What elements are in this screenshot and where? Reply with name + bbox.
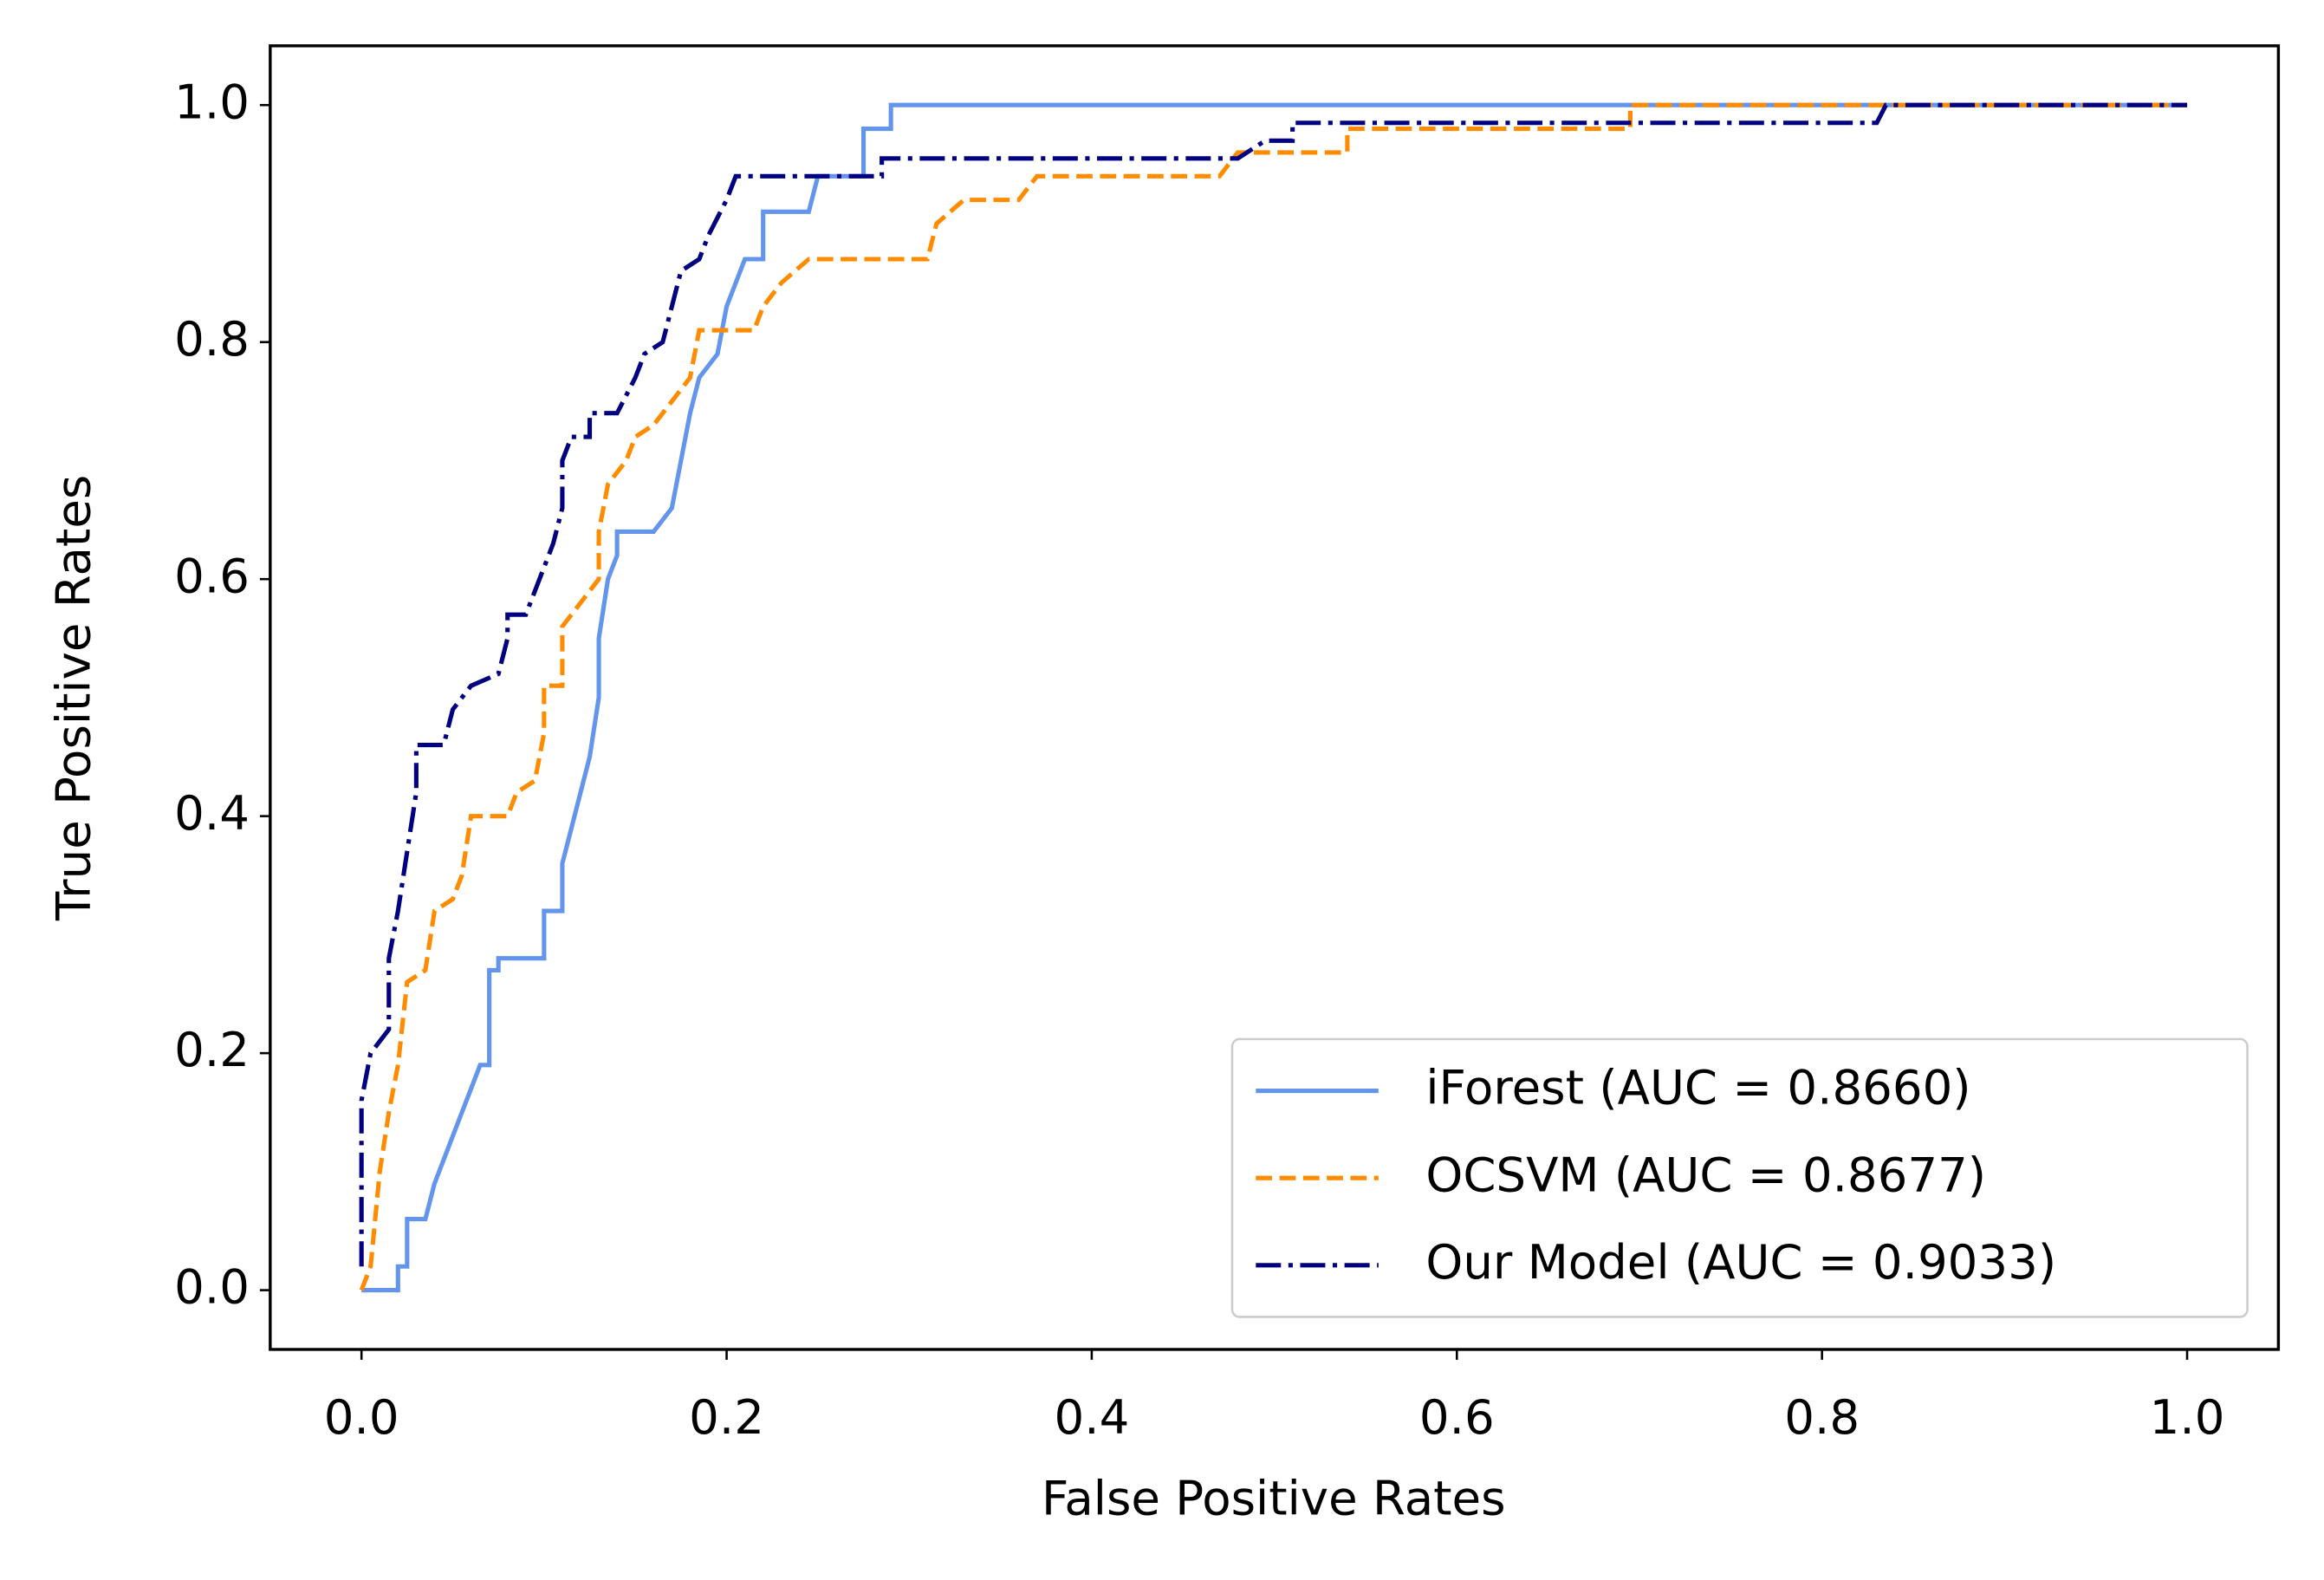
x-tick-label: 0.0 bbox=[324, 1389, 399, 1445]
y-tick-label: 0.4 bbox=[174, 785, 250, 841]
x-tick-label: 0.6 bbox=[1419, 1389, 1495, 1445]
roc-line bbox=[361, 102, 2188, 1293]
plot-frame bbox=[269, 44, 2281, 1351]
y-tick-label: 0.0 bbox=[174, 1259, 250, 1315]
y-tick-label: 0.6 bbox=[174, 548, 250, 603]
x-tick-label: 0.4 bbox=[1055, 1389, 1130, 1445]
roc-line bbox=[359, 102, 2188, 1291]
x-tick-label: 0.8 bbox=[1784, 1389, 1860, 1445]
legend-label: iForest (AUC = 0.8660) bbox=[1425, 1060, 1970, 1115]
x-tick-label: 1.0 bbox=[2150, 1389, 2225, 1445]
legend-label: Our Model (AUC = 0.9033) bbox=[1425, 1234, 2056, 1290]
roc-line bbox=[359, 102, 2188, 1267]
x-axis-label: False Positive Rates bbox=[1042, 1471, 1506, 1526]
y-tick-label: 0.2 bbox=[174, 1022, 250, 1077]
legend-label: OCSVM (AUC = 0.8677) bbox=[1425, 1147, 1986, 1202]
y-tick-label: 1.0 bbox=[174, 74, 250, 129]
y-tick-label: 0.8 bbox=[174, 311, 250, 367]
legend-box bbox=[1230, 1037, 2249, 1318]
y-axis-label: True Positive Rates bbox=[46, 475, 101, 921]
x-tick-label: 0.2 bbox=[689, 1389, 764, 1445]
